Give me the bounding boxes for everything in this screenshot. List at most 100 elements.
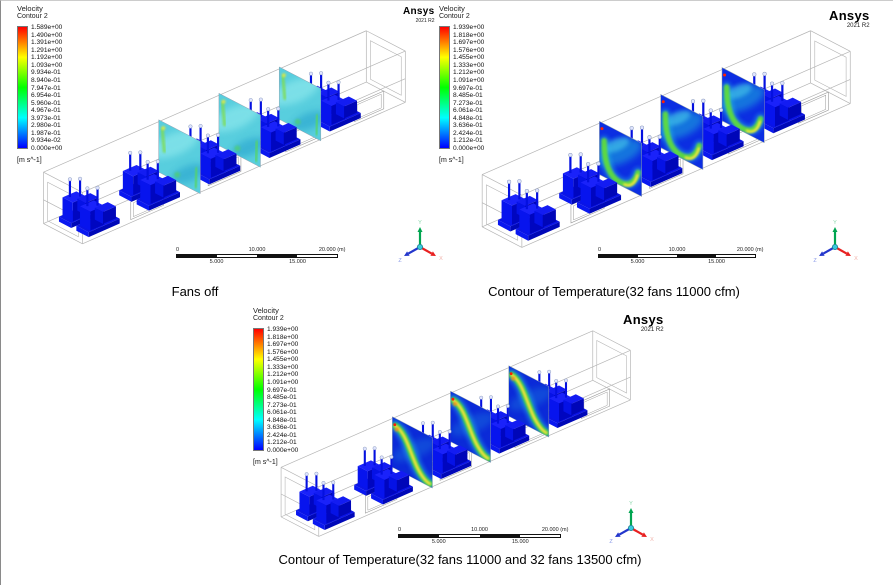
ansys-brand: Ansys [829,8,870,23]
scale-label-15: 15.000 [511,539,529,545]
legend-value: 1.455e+00 [267,356,299,364]
legend-value: 4.848e-01 [267,416,297,424]
legend-value: 6.061e-01 [267,409,297,417]
legend-value: 0.000e+00 [31,145,63,152]
ansys-brand: Ansys [403,6,435,17]
legend-value: 7.273e-01 [267,401,297,409]
ansys-logo: Ansys 2021 R2 [623,313,664,334]
legend-value: 7.947e-01 [31,84,61,92]
svg-text:Z: Z [813,258,817,264]
legend-value: 2.980e-01 [31,122,61,130]
legend-value: 9.934e-02 [31,137,61,145]
legend-value: 1.576e+00 [453,46,485,54]
legend-subtitle: Contour 2 [439,13,470,20]
ansys-version: 2021 R2 [640,327,664,333]
scale-label-10: 10.000 [668,247,686,253]
legend-value: 1.818e+00 [453,31,485,39]
legend-value: 8.940e-01 [31,76,61,84]
legend-value: 9.697e-01 [267,386,297,394]
legend-value: 3.973e-01 [31,114,61,122]
legend-value: 1.333e+00 [267,363,299,371]
viewport-scene-32fans-11000 [481,30,851,248]
legend-value: 7.273e-01 [453,99,483,107]
scale-ruler: 0 10.000 20.000 (m) 5.000 15.000 [176,247,345,266]
panel-caption-32fans-11000: Contour of Temperature(32 fans 11000 cfm… [488,284,740,299]
legend-value: 1.576e+00 [267,348,299,356]
svg-text:X: X [439,256,443,262]
legend-value: 1.490e+00 [31,31,63,39]
axis-triad: Y X Z [813,220,858,264]
legend-value: 2.424e-01 [453,129,483,137]
scale-label-0: 0 [176,247,180,253]
scale-label-5: 5.000 [630,259,645,265]
legend-value: 8.485e-01 [267,394,297,402]
svg-text:Z: Z [609,539,613,545]
legend-value: 1.391e+00 [31,39,63,47]
legend-value: 9.697e-01 [453,84,483,92]
scale-label-15: 15.000 [708,259,725,265]
legend-value: 6.954e-01 [31,92,61,100]
axis-triad: Y X Z [609,501,654,545]
svg-text:X: X [854,256,858,262]
ansys-version: 2021 R2 [846,23,870,29]
velocity-legend: Velocity Contour 2 1.589e+00 1.490e+00 1.3… [17,5,62,164]
scale-label-0: 0 [398,527,402,533]
svg-text:Y: Y [629,501,633,507]
colorbar [439,26,450,149]
axis-triad: Y X Z [398,220,443,264]
legend-value: 1.091e+00 [267,378,299,386]
legend-unit: [m s^-1] [17,157,42,164]
ansys-version: 2021 R2 [415,18,435,24]
legend-value: 1.333e+00 [453,61,485,69]
viewport-scene-32fans-11000-13500 [280,330,631,537]
scale-bar [598,254,756,258]
velocity-legend: Velocity Contour 2 1.939e+00 1.818e+00 1.6… [439,5,484,164]
legend-value: 1.291e+00 [31,46,63,54]
scale-label-10: 10.000 [248,247,266,253]
legend-value: 1.987e-01 [31,129,61,137]
panel-caption-32fans-11000-13500: Contour of Temperature(32 fans 11000 and… [278,552,642,567]
scale-label-5: 5.000 [431,539,446,545]
legend-value: 1.939e+00 [453,24,485,31]
scale-bar [398,534,561,538]
legend-value: 0.000e+00 [453,145,485,152]
scale-label-5: 5.000 [209,259,224,265]
velocity-legend: Velocity Contour 2 1.939e+00 1.818e+00 1.6… [253,307,298,466]
legend-values: 1.939e+00 1.818e+00 1.697e+00 1.576e+00 1.45… [267,326,298,454]
viewport-scene-fans-off [43,30,406,245]
scale-bar [176,254,338,258]
legend-value: 3.636e-01 [267,424,297,432]
svg-text:Y: Y [833,220,837,226]
legend-value: 1.192e+00 [31,54,63,62]
legend-value: 1.697e+00 [267,341,299,349]
legend-value: 4.967e-01 [31,107,61,115]
legend-value: 1.697e+00 [453,39,485,47]
legend-value: 1.212e-01 [453,137,483,145]
legend-value: 0.000e+00 [267,447,299,454]
scale-label-20: 20.000 (m) [541,527,569,533]
legend-value: 1.455e+00 [453,54,485,62]
legend-value: 1.212e-01 [267,439,297,447]
legend-value: 1.818e+00 [267,333,299,341]
legend-value: 3.636e-01 [453,122,483,130]
legend-value: 6.061e-01 [453,107,483,115]
scale-label-15: 15.000 [289,259,306,265]
scale-label-10: 10.000 [471,527,488,533]
legend-title: Velocity [439,4,465,13]
svg-text:X: X [650,537,654,543]
scale-ruler: 0 10.000 20.000 (m) 5.000 15.000 [398,527,568,546]
scale-label-20: 20.000 (m) [736,247,764,253]
legend-value: 1.091e+00 [453,76,485,84]
legend-values: 1.589e+00 1.490e+00 1.391e+00 1.291e+00 1.19… [31,24,62,152]
colorbar [17,26,28,149]
legend-value: 1.212e+00 [453,69,485,77]
legend-unit: [m s^-1] [253,459,278,466]
ansys-logo: Ansys 2021 R2 [403,6,435,25]
legend-unit: [m s^-1] [439,157,464,164]
legend-value: 1.589e+00 [31,24,63,31]
legend-values: 1.939e+00 1.818e+00 1.697e+00 1.576e+00 1.45… [453,24,484,152]
svg-text:Y: Y [418,220,422,226]
legend-value: 8.485e-01 [453,92,483,100]
legend-value: 4.848e-01 [453,114,483,122]
